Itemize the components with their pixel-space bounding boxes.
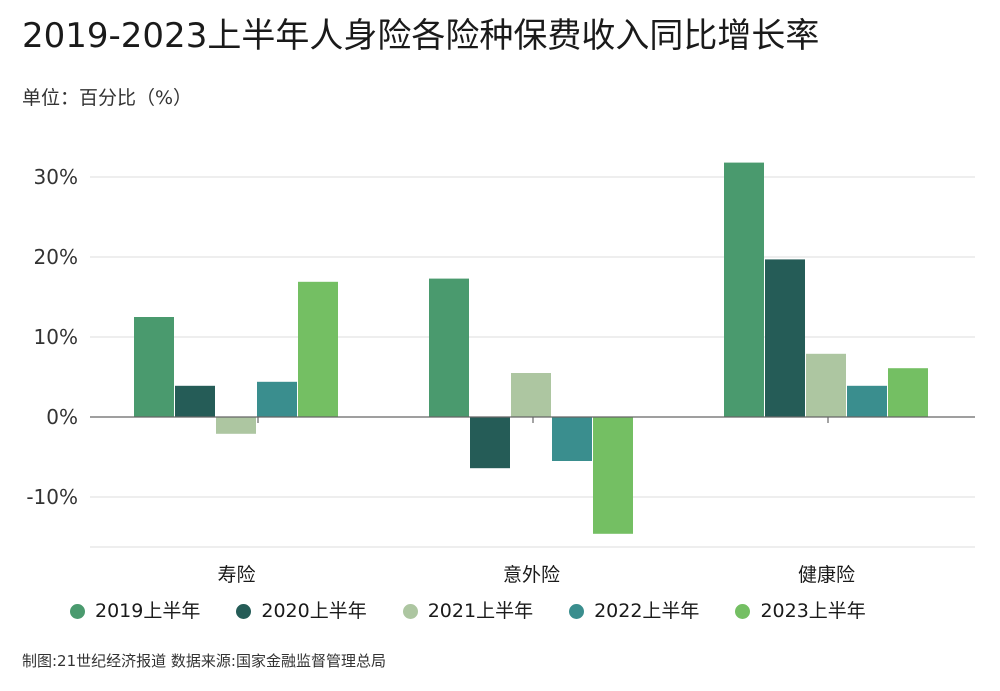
legend-item: 2023上半年 [735, 597, 866, 625]
y-tick-label: 20% [34, 245, 78, 269]
x-category-label: 寿险 [217, 564, 255, 586]
bar [847, 385, 887, 417]
bar [552, 417, 592, 461]
bars [134, 162, 928, 534]
legend-swatch [569, 603, 585, 619]
bar [511, 373, 551, 417]
y-tick-label: 0% [46, 405, 78, 429]
legend-label: 2019上半年 [95, 600, 201, 622]
y-tick-label: 10% [34, 325, 78, 349]
bar [888, 368, 928, 417]
legend-swatch [236, 603, 252, 619]
bar [298, 281, 338, 417]
unit-label: 单位：百分比（%） [22, 87, 193, 109]
bar [216, 417, 256, 434]
y-tick-label: -10% [26, 485, 78, 509]
bar [134, 317, 174, 417]
bar [724, 162, 764, 417]
bar [257, 381, 297, 417]
source-note: 制图:21世纪经济报道 数据来源:国家金融监督管理总局 [22, 652, 386, 670]
legend-label: 2022上半年 [594, 600, 700, 622]
x-category-label: 健康险 [798, 564, 855, 586]
legend-item: 2019上半年 [70, 597, 200, 625]
legend-label: 2020上半年 [261, 600, 367, 622]
legend-item: 2020上半年 [236, 597, 367, 625]
gridlines [90, 176, 975, 548]
legend-label: 2021上半年 [427, 600, 534, 622]
bar [593, 417, 633, 534]
axis-labels: 30% 20% 10% 0% -10% 寿险 意外险 健康险 [26, 165, 855, 586]
bar [175, 385, 215, 417]
bar [806, 353, 846, 417]
legend-swatch [402, 603, 418, 619]
legend-item: 2021上半年 [402, 597, 534, 625]
axes [90, 416, 975, 423]
legend: 2019上半年 2020上半年 2021上半年 2022上半年 2023上半年 [70, 597, 902, 625]
y-tick-label: 30% [34, 165, 78, 189]
bar [429, 278, 469, 417]
chart-title: 2019-2023上半年人身险各险种保费收入同比增长率 [22, 16, 820, 56]
x-category-label: 意外险 [503, 564, 560, 586]
legend-swatch [735, 603, 751, 619]
legend-label: 2023上半年 [760, 600, 866, 622]
legend-item: 2022上半年 [569, 597, 699, 625]
legend-swatch [70, 603, 85, 619]
bar [470, 417, 510, 469]
bar [765, 259, 805, 417]
